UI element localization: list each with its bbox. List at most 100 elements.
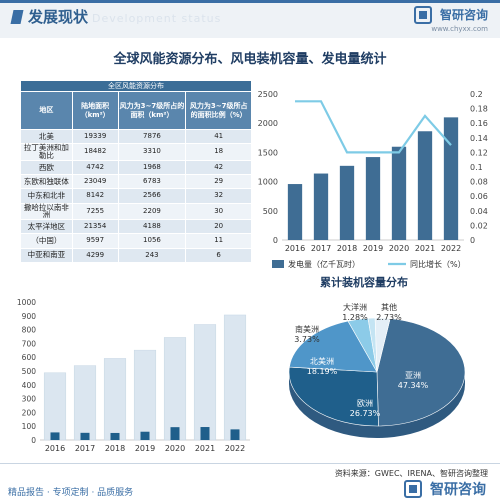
table-cell-value: 4742 [71, 159, 119, 176]
y-tick-label: 400 [22, 381, 37, 390]
new-capacity-bar [110, 432, 120, 440]
table-cell-value: 21354 [71, 219, 119, 235]
footer-brand: 智研咨询 [403, 478, 486, 499]
table-row: 西欧 4742 1968 42 [20, 159, 252, 176]
table-cell-value: 4299 [71, 247, 119, 263]
y2-tick-label: 0.06 [470, 192, 488, 201]
table-cell-value: 23049 [71, 174, 119, 190]
table-cell-value: 9597 [71, 233, 119, 249]
x-tick-label: 2022 [441, 244, 461, 253]
table-cell-value: 18 [185, 143, 252, 161]
y-tick-label: 0 [273, 236, 278, 245]
brand-name: 智研咨询 [439, 8, 488, 22]
y-tick-label: 2000 [258, 119, 278, 128]
generation-bar [443, 117, 459, 240]
footer-brand-logo-icon [403, 479, 422, 498]
x-tick-label: 2017 [75, 444, 95, 453]
table-row: 北美 19339 7876 41 [20, 128, 252, 145]
pie-slice-label: 北美洲 [310, 356, 334, 366]
x-tick-label: 2019 [363, 244, 383, 253]
footer [0, 455, 500, 500]
y2-tick-label: 0.02 [470, 221, 488, 230]
y-tick-label: 200 [22, 408, 37, 417]
table-row: （中国） 9597 1056 11 [20, 233, 252, 249]
new-capacity-bar [230, 429, 240, 440]
table-cell-value: 1968 [117, 159, 187, 176]
table-row: 撒哈拉以南非洲 7255 2209 30 [20, 202, 252, 221]
table-cell-value: 42 [185, 159, 252, 176]
table-cell-value: 18482 [71, 143, 119, 161]
table-row: 中亚和南亚 4299 243 6 [20, 247, 252, 263]
footer-brand-name: 智研咨询 [430, 481, 486, 498]
cumulative-capacity-bar [43, 372, 67, 441]
table-cell-value: 30 [185, 202, 252, 221]
table-cell-region: 北美 [20, 128, 73, 145]
table-cell-value: 32 [185, 188, 252, 204]
section-title-ghost: Development status [92, 12, 222, 25]
table-header-wind-area: 风力为3~7级所占的面积（km²） [117, 91, 187, 130]
x-tick-label: 2022 [225, 444, 245, 453]
generation-bar [287, 184, 303, 240]
table-cell-region: 太平洋地区 [20, 219, 73, 235]
y-tick-label: 800 [22, 326, 37, 335]
table-header-land-area: 陆地面积（km²） [71, 91, 119, 130]
legend-swatch-generation [272, 260, 284, 268]
cumulative-capacity-bar [223, 314, 247, 441]
cumulative-capacity-bar [133, 349, 157, 441]
new-capacity-bar [80, 432, 90, 440]
table-cell-value: 1056 [117, 233, 187, 249]
generation-bar [339, 165, 355, 240]
new-capacity-bar [50, 432, 60, 440]
y-tick-label: 1000 [17, 298, 36, 307]
table-cell-value: 19339 [71, 128, 119, 145]
pie-chart-title: 累计装机容量分布 [320, 276, 408, 289]
generation-bar [391, 146, 407, 240]
y-tick-label: 100 [22, 422, 37, 431]
y-tick-label: 300 [22, 395, 37, 404]
y2-tick-label: 0 [470, 236, 475, 245]
table-caption: 全区风能资源分布 [20, 80, 252, 92]
x-tick-label: 2020 [389, 244, 409, 253]
cumulative-capacity-bar [103, 358, 127, 441]
header-accent-line [0, 0, 500, 3]
table-cell-region: （中国） [20, 233, 73, 249]
y-tick-label: 1000 [258, 178, 278, 187]
section-title: 发展现状 [28, 8, 89, 26]
footer-divider [0, 463, 500, 464]
table-cell-value: 2209 [117, 202, 187, 221]
table-cell-value: 29 [185, 174, 252, 190]
y-tick-label: 600 [22, 353, 37, 362]
table-cell-region: 中东和北非 [20, 188, 73, 204]
pie-slice-percent: 26.73% [350, 409, 381, 418]
pie-slice-percent: 47.34% [398, 381, 429, 390]
y-tick-label: 1500 [258, 148, 278, 157]
pie-slice [376, 318, 466, 427]
cumulative-capacity-bar [73, 365, 97, 441]
capacity-chart: 0 100 200 300 400 500 600 700 800 900 1000 2016 2017… [17, 298, 250, 472]
table-cell-region: 撒哈拉以南非洲 [20, 202, 73, 221]
source-note: 资料来源：GWEC、IRENA、智研咨询整理 [334, 469, 488, 478]
x-tick-label: 2021 [195, 444, 215, 453]
cumulative-capacity-bar [163, 337, 187, 441]
brand-logo-icon [413, 5, 432, 24]
pie-slice [374, 317, 391, 373]
pie-slice-label: 欧洲 [357, 398, 373, 408]
table-cell-value: 243 [117, 247, 187, 263]
generation-bar [313, 173, 329, 240]
table-header-region: 地区 [20, 91, 73, 130]
new-capacity-bar [170, 427, 180, 440]
table-cell-value: 8142 [71, 188, 119, 204]
pie-slice-percent: 3.73% [294, 335, 320, 344]
y-tick-label: 500 [22, 367, 37, 376]
y2-tick-label: 0.1 [470, 163, 483, 172]
legend-label-growth: 同比增长（%） [410, 259, 466, 269]
y2-tick-label: 0.08 [470, 178, 488, 187]
y2-tick-label: 0.14 [470, 134, 488, 143]
table-cell-value: 7876 [117, 128, 187, 145]
table-header-wind-ratio: 风力为3~7级所占的面积比例（%） [185, 91, 252, 130]
footer-slogan: 精品报告 · 专项定制 · 品质服务 [8, 488, 134, 498]
table-cell-value: 3310 [117, 143, 187, 161]
brand-url: www.chyxx.com [431, 24, 488, 33]
pie-slice-percent: 1.28% [342, 313, 368, 322]
table-cell-value: 6 [185, 247, 252, 263]
